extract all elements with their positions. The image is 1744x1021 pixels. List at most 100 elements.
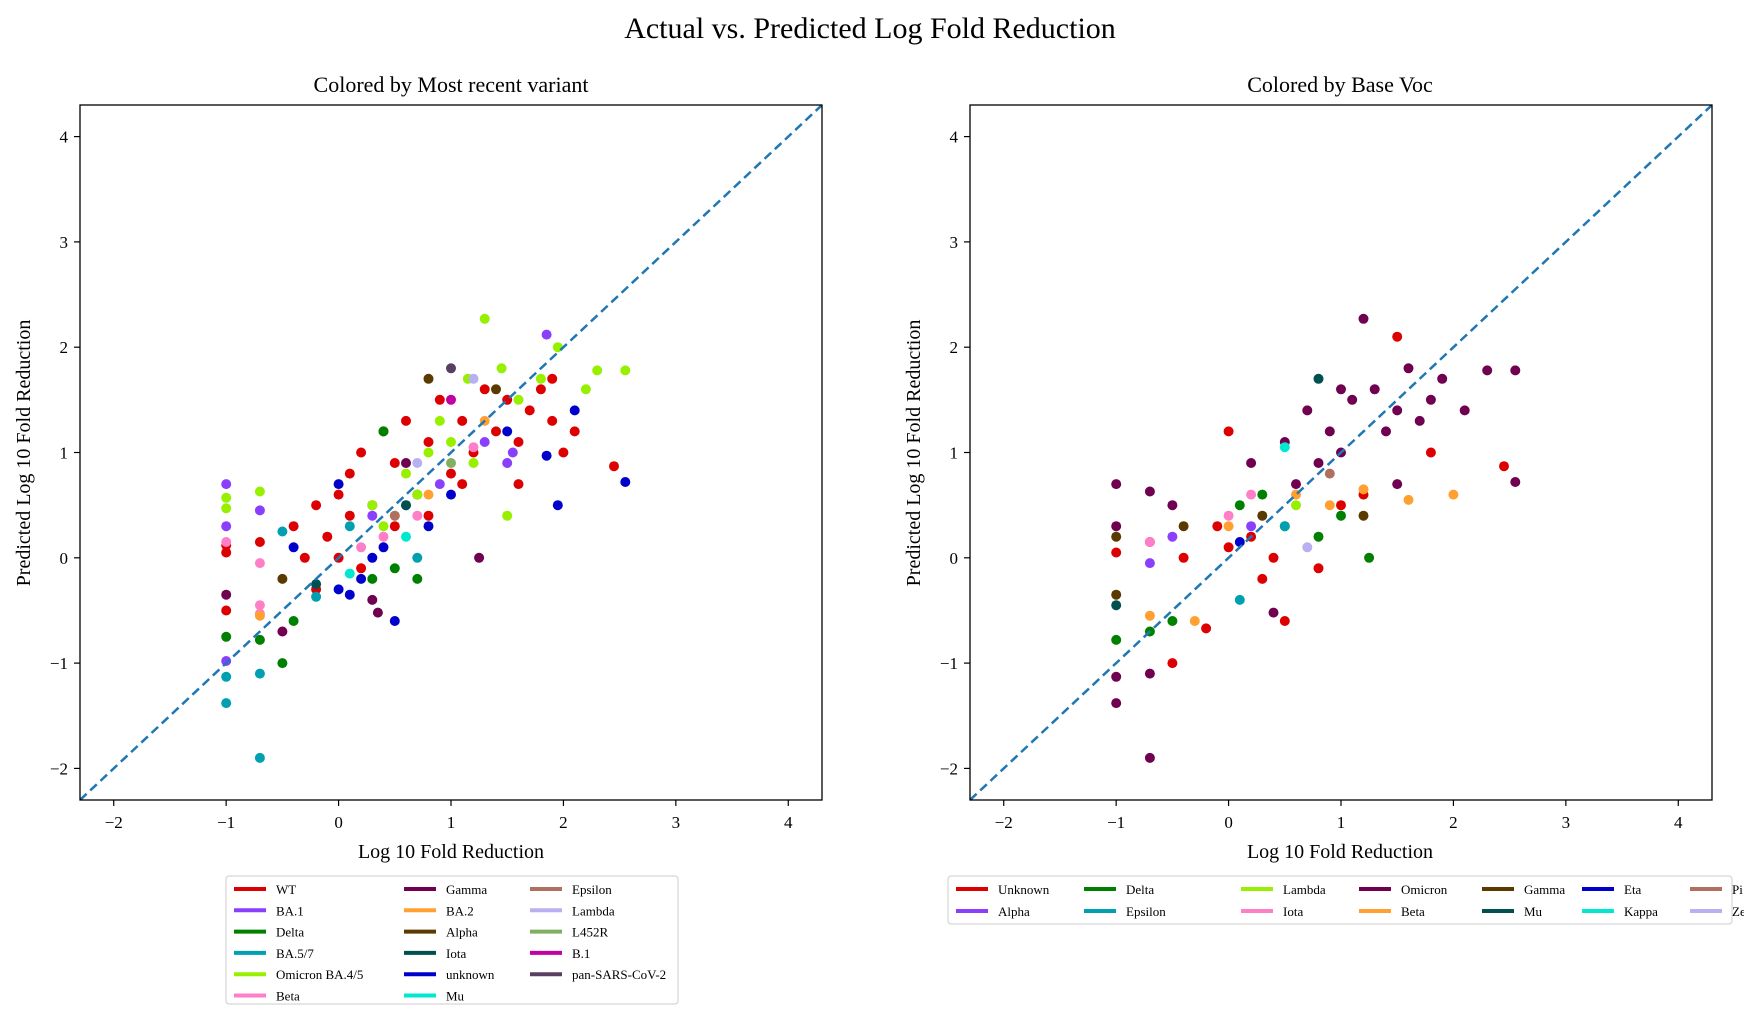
panel-left: Colored by Most recent variant −2 −1 0 1 2 3 4…	[13, 72, 823, 1005]
scatter-point	[1167, 531, 1178, 542]
left-y-axis-label: Predicted Log 10 Fold Reduction	[13, 320, 35, 587]
scatter-point	[367, 510, 378, 521]
scatter-point	[1246, 521, 1257, 532]
scatter-point	[468, 458, 479, 468]
panel-right: Colored by Base Voc −2 −1 0 1 2 3 4 −2 −1 0 1 2 3 4 L…	[903, 72, 1744, 925]
x-tick-label: −2	[105, 813, 123, 832]
scatter-point	[254, 634, 265, 645]
scatter-point	[311, 579, 322, 590]
scatter-point	[1336, 510, 1346, 521]
legend-item: Alpha	[956, 904, 1030, 919]
scatter-point	[299, 552, 310, 563]
legend-item: Beta	[234, 989, 300, 1004]
right-y-axis-label: Predicted Log 10 Fold Reduction	[903, 320, 925, 587]
x-tick-label: 2	[559, 813, 568, 832]
scatter-point	[221, 605, 232, 616]
y-tick-label: −1	[940, 654, 958, 673]
scatter-point	[423, 437, 434, 447]
scatter-point	[1144, 537, 1155, 547]
scatter-point	[1279, 521, 1290, 532]
scatter-point	[1392, 405, 1403, 416]
scatter-point	[468, 442, 479, 453]
right-x-axis-label: Log 10 Fold Reduction	[1247, 841, 1433, 863]
legend-label: BA.5/7	[276, 946, 314, 961]
legend-label: WT	[276, 882, 296, 897]
scatter-point	[479, 313, 490, 324]
legend-item: B.1	[530, 946, 590, 961]
scatter-point	[1223, 542, 1234, 553]
legend-item: Lambda	[530, 903, 615, 918]
scatter-point	[1291, 479, 1301, 490]
legend-label: B.1	[572, 946, 590, 961]
scatter-point	[311, 591, 322, 602]
scatter-point	[434, 479, 445, 490]
scatter-point	[389, 616, 400, 626]
y-tick-label: 1	[950, 444, 959, 463]
scatter-point	[541, 329, 552, 340]
scatter-point	[1364, 552, 1375, 563]
scatter-point	[378, 521, 389, 532]
scatter-point	[277, 526, 288, 537]
x-tick-label: 4	[1674, 813, 1683, 832]
scatter-point	[1178, 521, 1189, 532]
scatter-point	[1392, 331, 1403, 342]
scatter-point	[356, 447, 367, 458]
legend-label: Mu	[446, 989, 465, 1004]
scatter-point	[367, 552, 378, 563]
scatter-point	[1189, 616, 1200, 626]
legend-label: Lambda	[1283, 882, 1326, 897]
y-tick-label: 4	[60, 128, 69, 147]
legend-label: Epsilon	[572, 882, 612, 897]
scatter-point	[547, 415, 558, 426]
scatter-point	[491, 384, 501, 395]
scatter-point	[434, 415, 445, 426]
scatter-point	[401, 468, 411, 479]
legend-item: BA.1	[234, 903, 304, 918]
legend-label: Beta	[276, 989, 300, 1004]
scatter-point	[1358, 510, 1369, 521]
scatter-point	[1167, 658, 1178, 669]
scatter-point	[535, 373, 546, 384]
scatter-point	[423, 373, 434, 384]
left-x-axis-label: Log 10 Fold Reduction	[358, 841, 544, 863]
scatter-point	[1324, 468, 1335, 479]
scatter-point	[1144, 610, 1155, 621]
scatter-point	[1144, 558, 1155, 569]
scatter-point	[1313, 563, 1324, 574]
left-plot-layer: −2 −1 0 1 2 3 4 −2 −1 0 1 2 3 4	[50, 104, 823, 832]
scatter-point	[221, 656, 232, 666]
scatter-point	[1111, 634, 1122, 645]
scatter-point	[547, 373, 558, 384]
scatter-point	[288, 542, 299, 553]
y-tick-label: −2	[940, 759, 958, 778]
scatter-point	[1279, 616, 1290, 626]
scatter-point	[1178, 552, 1189, 563]
legend-item: BA.2	[404, 903, 474, 918]
scatter-point	[457, 479, 468, 490]
legend-item: Zeta	[1690, 904, 1744, 919]
scatter-point	[311, 500, 322, 511]
legend-item: Mu	[1482, 904, 1543, 919]
y-tick-label: 0	[60, 549, 69, 568]
x-tick-label: 1	[1337, 813, 1346, 832]
x-tick-label: 2	[1449, 813, 1458, 832]
legend-label: Gamma	[1524, 882, 1565, 897]
y-tick-label: 2	[950, 338, 959, 357]
x-tick-label: −1	[1107, 813, 1125, 832]
scatter-point	[1234, 594, 1245, 605]
scatter-point	[1167, 500, 1178, 511]
legend-label: Omicron	[1401, 882, 1448, 897]
scatter-point	[491, 426, 501, 437]
scatter-point	[1313, 373, 1324, 384]
scatter-point	[1111, 521, 1122, 532]
legend-item: Epsilon	[1084, 904, 1166, 919]
scatter-point	[1358, 484, 1369, 495]
scatter-point	[609, 461, 619, 472]
scatter-point	[569, 405, 580, 416]
scatter-point	[1223, 510, 1234, 521]
scatter-point	[1358, 313, 1369, 324]
y-tick-label: 3	[60, 233, 69, 252]
x-tick-label: 1	[447, 813, 456, 832]
scatter-point	[254, 752, 265, 763]
left-panel-title: Colored by Most recent variant	[314, 72, 589, 97]
